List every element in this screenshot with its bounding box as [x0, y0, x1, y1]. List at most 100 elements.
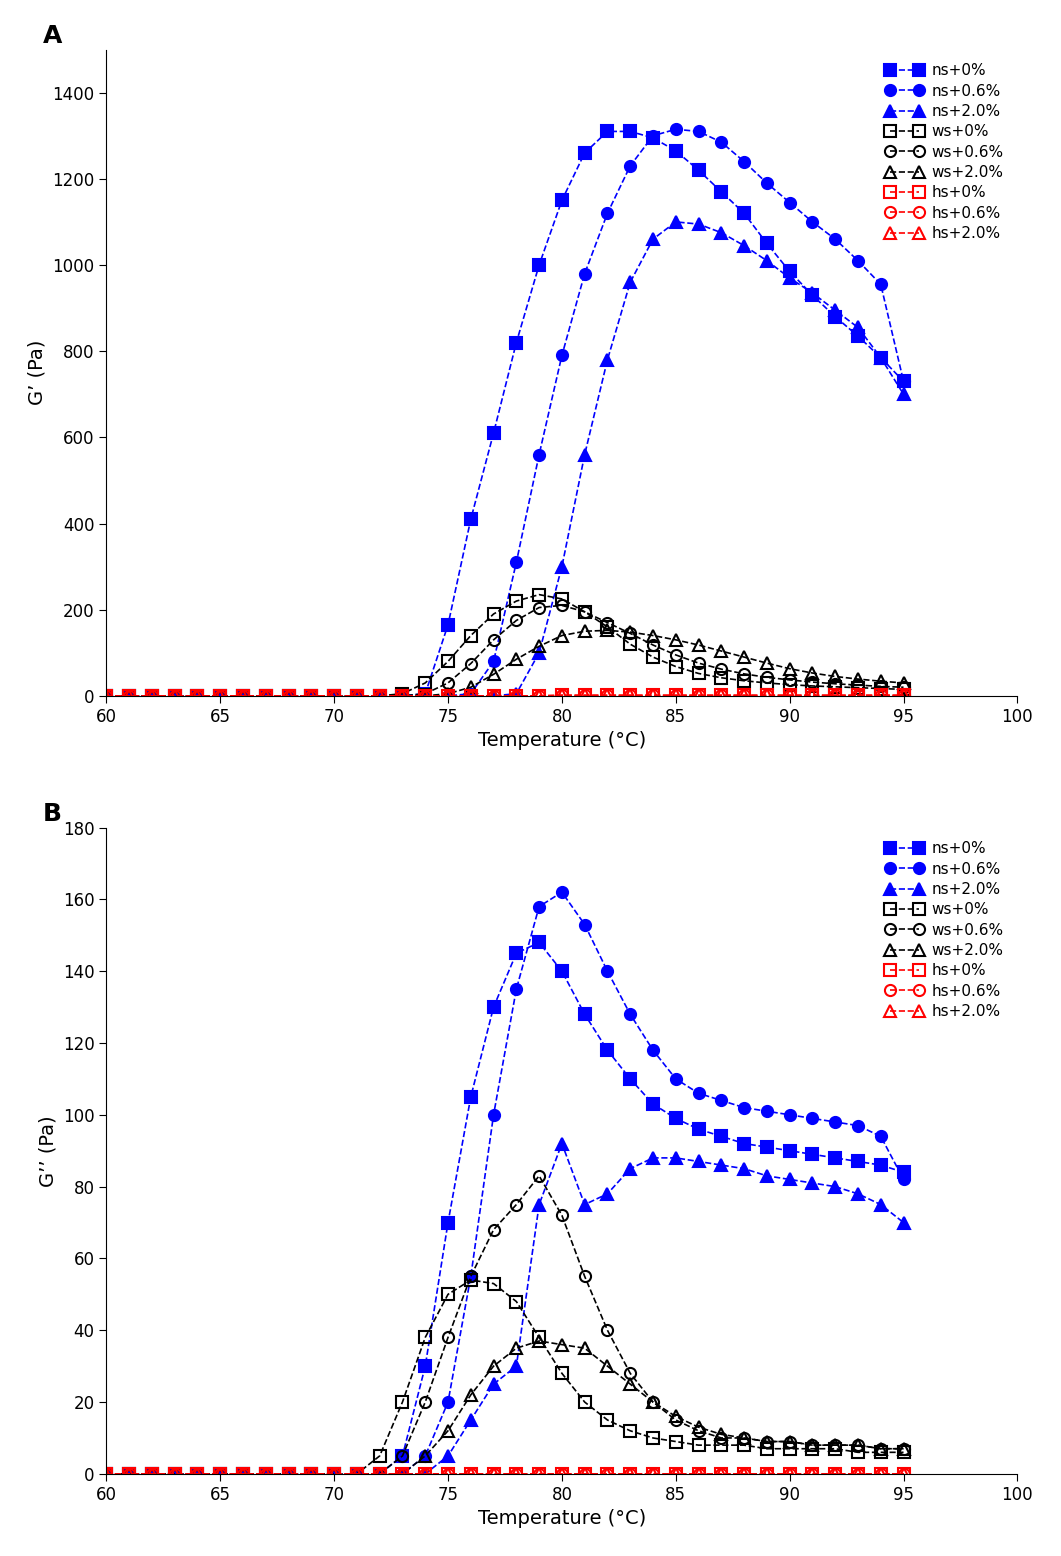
ns+0% — [761, 1137, 773, 1156]
ws+0.6% — [305, 1464, 317, 1483]
hs+0% — [350, 686, 363, 705]
ns+0% — [169, 1464, 181, 1483]
ws+0% — [214, 1464, 227, 1483]
hs+0.6% — [237, 686, 249, 705]
Legend: ns+0%, ns+0.6%, ns+2.0%, ws+0%, ws+0.6%, ws+2.0%, hs+0%, hs+0.6%, hs+2.0%: ns+0%, ns+0.6%, ns+2.0%, ws+0%, ws+0.6%,… — [880, 836, 1010, 1025]
ws+0.6% — [898, 678, 910, 697]
hs+0.6% — [715, 686, 728, 705]
hs+2.0% — [191, 686, 204, 705]
Line: ws+2.0%: ws+2.0% — [101, 1335, 909, 1480]
ws+2.0% — [624, 622, 637, 641]
hs+0% — [214, 686, 227, 705]
ns+0% — [852, 1151, 865, 1170]
ns+0% — [487, 423, 500, 442]
ws+0% — [646, 647, 659, 666]
hs+0% — [214, 1464, 227, 1483]
ns+2.0% — [669, 1148, 682, 1167]
ns+0% — [465, 510, 477, 529]
ws+2.0% — [214, 686, 227, 705]
ws+0.6% — [646, 636, 659, 655]
hs+0% — [715, 1464, 728, 1483]
hs+0.6% — [487, 686, 500, 705]
ns+0.6% — [646, 1041, 659, 1060]
ws+0% — [602, 1411, 614, 1430]
hs+0% — [510, 686, 523, 705]
hs+0% — [260, 686, 273, 705]
hs+0% — [692, 1464, 705, 1483]
ns+0.6% — [123, 1464, 136, 1483]
ns+2.0% — [898, 384, 910, 403]
ws+0% — [100, 1464, 112, 1483]
ws+0.6% — [396, 686, 408, 705]
ns+2.0% — [100, 686, 112, 705]
ns+2.0% — [123, 1464, 136, 1483]
ws+2.0% — [556, 1335, 569, 1354]
ws+2.0% — [328, 1464, 341, 1483]
ns+0.6% — [328, 1464, 341, 1483]
hs+0.6% — [783, 1464, 796, 1483]
hs+0.6% — [145, 1464, 158, 1483]
ns+0.6% — [282, 1464, 295, 1483]
ns+0% — [715, 182, 728, 201]
ws+0.6% — [100, 1464, 112, 1483]
ws+0.6% — [646, 1393, 659, 1411]
ws+0.6% — [874, 1439, 887, 1458]
hs+0% — [874, 1464, 887, 1483]
Line: ws+0.6%: ws+0.6% — [101, 1170, 909, 1480]
hs+0.6% — [715, 1464, 728, 1483]
hs+2.0% — [852, 686, 865, 705]
ns+2.0% — [806, 283, 819, 302]
hs+0% — [169, 686, 181, 705]
hs+2.0% — [487, 686, 500, 705]
ns+0% — [806, 1145, 819, 1164]
Line: hs+0.6%: hs+0.6% — [101, 1469, 909, 1480]
ws+0% — [305, 686, 317, 705]
hs+0% — [556, 1464, 569, 1483]
hs+0.6% — [487, 1464, 500, 1483]
ws+2.0% — [578, 1338, 591, 1357]
ns+0% — [100, 686, 112, 705]
hs+0.6% — [692, 1464, 705, 1483]
ns+2.0% — [624, 1159, 637, 1178]
ns+2.0% — [692, 1151, 705, 1170]
hs+0.6% — [806, 1464, 819, 1483]
ns+0% — [874, 349, 887, 367]
Text: A: A — [42, 23, 62, 48]
ns+0.6% — [578, 265, 591, 283]
hs+2.0% — [260, 686, 273, 705]
hs+2.0% — [169, 1464, 181, 1483]
ns+2.0% — [441, 686, 454, 705]
hs+0% — [578, 686, 591, 705]
ws+0.6% — [783, 671, 796, 689]
ws+0% — [396, 1393, 408, 1411]
ns+2.0% — [419, 1464, 432, 1483]
ns+0.6% — [145, 686, 158, 705]
ns+0% — [829, 308, 841, 327]
ns+0% — [260, 1464, 273, 1483]
ws+2.0% — [510, 650, 523, 669]
hs+0.6% — [350, 686, 363, 705]
ns+0% — [578, 1005, 591, 1024]
ws+2.0% — [441, 1422, 454, 1441]
ws+2.0% — [646, 626, 659, 644]
ws+0% — [669, 657, 682, 675]
ws+0.6% — [169, 686, 181, 705]
ws+0.6% — [806, 672, 819, 691]
hs+0.6% — [783, 686, 796, 705]
ws+0% — [829, 1439, 841, 1458]
hs+0.6% — [260, 1464, 273, 1483]
ns+0% — [145, 686, 158, 705]
ws+0.6% — [373, 1464, 386, 1483]
ws+0% — [806, 677, 819, 696]
ws+0% — [237, 686, 249, 705]
ws+2.0% — [237, 1464, 249, 1483]
ns+2.0% — [737, 237, 750, 255]
ns+0.6% — [373, 1464, 386, 1483]
ns+0.6% — [214, 686, 227, 705]
hs+2.0% — [715, 1464, 728, 1483]
hs+0.6% — [441, 686, 454, 705]
hs+2.0% — [806, 1464, 819, 1483]
ws+2.0% — [898, 1439, 910, 1458]
ws+0.6% — [829, 1436, 841, 1455]
ws+0% — [169, 686, 181, 705]
